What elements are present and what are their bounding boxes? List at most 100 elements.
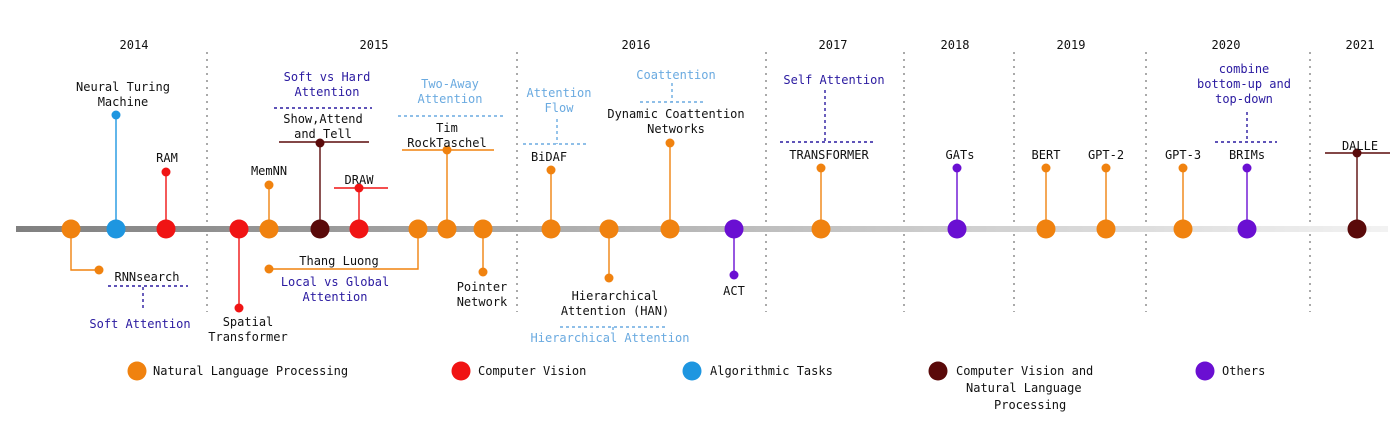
event-node (947, 219, 967, 239)
event-label: MemNN (251, 164, 287, 178)
event-dalle: DALLE (1325, 139, 1390, 239)
legend-label: Algorithmic Tasks (710, 364, 833, 378)
concept-label: Flow (545, 101, 575, 115)
legend-label: Computer Vision (478, 364, 586, 378)
event-node (1096, 219, 1116, 239)
event-act: ACT (723, 219, 745, 298)
legend-swatch (928, 361, 948, 381)
year-label: 2021 (1346, 38, 1375, 52)
legend-item-algo: Algorithmic Tasks (682, 361, 833, 381)
event-label: BERT (1032, 148, 1061, 162)
event-label: RNNsearch (114, 270, 179, 284)
concept-label: Attention (526, 86, 591, 100)
concept-label: Local vs Global (281, 275, 389, 289)
concept-label: Soft Attention (89, 317, 190, 331)
event-endpoint (315, 138, 325, 148)
event-endpoint (1242, 163, 1252, 173)
legend-item-nlp: Natural Language Processing (127, 361, 348, 381)
event-label: Show,Attend (283, 112, 362, 126)
event-node (1237, 219, 1257, 239)
event-node (310, 219, 330, 239)
year-label: 2018 (941, 38, 970, 52)
event-bert: BERT (1032, 148, 1061, 239)
event-endpoint (94, 265, 104, 275)
event-node (473, 219, 493, 239)
timeline-axis (16, 226, 1388, 232)
concept-label: combine (1219, 62, 1270, 76)
event-endpoint (264, 180, 274, 190)
event-label: Pointer (457, 280, 508, 294)
event-node (61, 219, 81, 239)
legend-item-cv_nlp: Computer Vision and Natural Language Proce… (928, 361, 1093, 412)
event-label: Transformer (208, 330, 287, 344)
event-node (229, 219, 249, 239)
year-label: 2019 (1057, 38, 1086, 52)
event-node (156, 219, 176, 239)
concept-label: Coattention (636, 68, 715, 82)
concept-label: bottom-up and (1197, 77, 1291, 91)
legend-label: Others (1222, 364, 1265, 378)
concept-transformer: Self Attention (780, 73, 885, 143)
event-ram: RAM (156, 151, 178, 239)
event-node (1173, 219, 1193, 239)
event-node (1347, 219, 1367, 239)
year-labels: 2014 2015 2016 2017 2018 2019 2020 2021 (120, 38, 1375, 52)
event-label: BRIMs (1229, 148, 1265, 162)
event-label: DRAW (345, 173, 375, 187)
legend-swatch (1195, 361, 1215, 381)
event-node (408, 219, 428, 239)
event-endpoint (1101, 163, 1111, 173)
event-label: Machine (98, 95, 149, 109)
event-label: and Tell (294, 127, 352, 141)
event-rnnsearch: RNNsearch Soft Attention (61, 219, 191, 331)
event-node (1036, 219, 1056, 239)
event-label: RockTaschel (407, 136, 486, 150)
concept-label: Two-Away (421, 77, 479, 91)
timeline-events: RNNsearch Soft Attention Neural TuringMach… (61, 62, 1390, 345)
event-endpoint (442, 145, 452, 155)
event-endpoint (264, 264, 274, 274)
event-endpoint (665, 138, 675, 148)
event-label: GPT-3 (1165, 148, 1201, 162)
event-endpoint (546, 165, 556, 175)
event-label: DALLE (1342, 139, 1378, 153)
year-label: 2017 (819, 38, 848, 52)
event-node (259, 219, 279, 239)
legend-label: Computer Vision and (956, 364, 1093, 378)
event-gats: GATs (946, 148, 974, 239)
event-node (811, 219, 831, 239)
event-label: ACT (723, 284, 745, 298)
event-label: Attention (HAN) (561, 304, 669, 318)
event-memnn: MemNN (251, 164, 287, 239)
event-endpoint (354, 183, 364, 193)
category-legend: Natural Language Processing Computer Visi… (127, 361, 1265, 412)
concept-label: Hierarchical Attention (531, 331, 690, 345)
concept-label: Soft vs Hard (284, 70, 371, 84)
event-endpoint (816, 163, 826, 173)
event-endpoint (1352, 148, 1362, 158)
year-dividers (206, 52, 1311, 312)
concept-label: Attention (302, 290, 367, 304)
event-gpt-3: GPT-3 (1165, 148, 1201, 239)
year-label: 2014 (120, 38, 149, 52)
event-endpoint (952, 163, 962, 173)
event-label: BiDAF (531, 150, 567, 164)
year-label: 2016 (622, 38, 651, 52)
event-node (106, 219, 126, 239)
event-stem (70, 229, 99, 271)
legend-label: Natural Language (966, 381, 1082, 395)
event-stem (269, 229, 419, 270)
event-node (660, 219, 680, 239)
legend-item-others: Others (1195, 361, 1265, 381)
